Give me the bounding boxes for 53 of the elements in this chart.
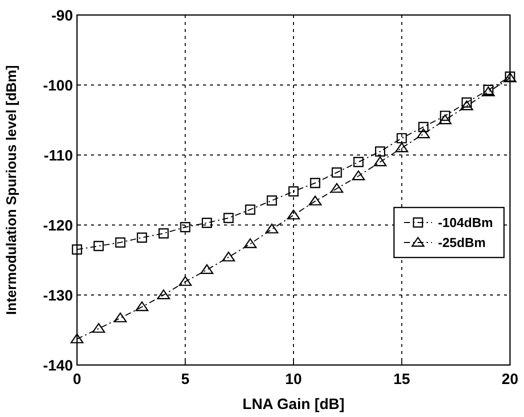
point — [244, 238, 257, 248]
x-tick-label: 5 — [181, 371, 190, 388]
x-tick-label: 0 — [72, 371, 82, 388]
point — [180, 222, 190, 232]
point — [245, 204, 256, 215]
point — [223, 212, 234, 224]
point — [92, 323, 106, 333]
y-tick-label: -120 — [42, 217, 73, 234]
y-tick-label: -140 — [42, 357, 73, 374]
point — [178, 276, 192, 286]
x-tick-label: 20 — [502, 371, 518, 388]
point — [115, 237, 126, 248]
point — [72, 244, 82, 255]
point — [136, 232, 148, 243]
point — [374, 156, 387, 166]
point — [200, 264, 214, 274]
y-tick-label: -90 — [51, 7, 73, 24]
point — [136, 301, 148, 312]
point — [265, 224, 278, 234]
point — [418, 122, 428, 132]
point — [70, 334, 84, 344]
y-axis-title: Intermodulation Spurious level [dBm] — [3, 65, 19, 315]
point — [395, 142, 408, 152]
point — [375, 146, 386, 157]
point — [202, 218, 212, 228]
point — [352, 170, 365, 180]
x-tick-label: 15 — [393, 371, 410, 388]
point — [332, 167, 342, 178]
point — [114, 312, 127, 322]
point — [396, 133, 407, 144]
y-tick-label: -110 — [44, 147, 73, 164]
point — [310, 178, 320, 188]
point — [308, 196, 322, 206]
point — [440, 110, 450, 121]
point — [222, 252, 235, 262]
point — [438, 114, 452, 124]
legend-label: -104dBm — [438, 215, 493, 230]
point — [288, 186, 299, 196]
y-tick-label: -100 — [42, 77, 73, 94]
x-tick-label: 10 — [285, 371, 302, 388]
point — [462, 97, 472, 108]
point — [158, 228, 169, 238]
point — [460, 100, 474, 110]
y-tick-label: -130 — [42, 287, 73, 304]
point — [353, 156, 364, 168]
legend-label: -25dBm — [438, 235, 486, 250]
point — [157, 289, 170, 300]
point — [416, 128, 430, 138]
point — [266, 195, 277, 206]
point — [287, 210, 300, 220]
point — [94, 240, 104, 252]
point — [330, 183, 344, 193]
x-axis-title: LNA Gain [dB] — [242, 396, 344, 413]
